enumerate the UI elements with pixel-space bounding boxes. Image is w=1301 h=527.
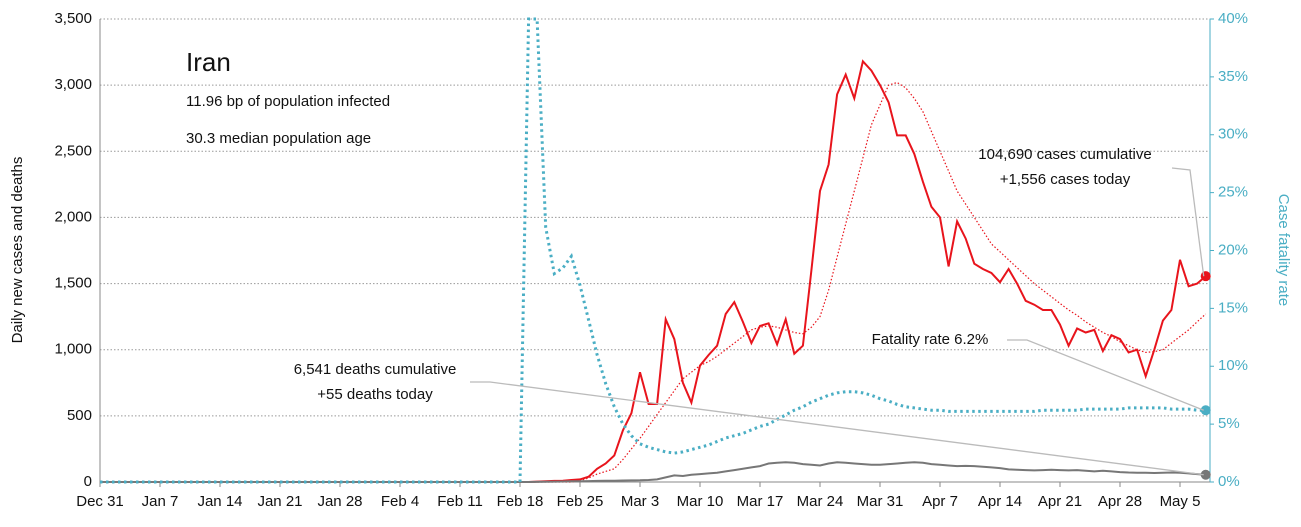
y-axis-label: Daily new cases and deaths: [9, 157, 26, 344]
x-tick-label: Feb 25: [557, 493, 604, 510]
y-tick-label: 3,500: [54, 10, 92, 27]
y2-tick-label: 5%: [1218, 415, 1240, 432]
end-marker: [1200, 469, 1211, 480]
subtitle: 11.96 bp of population infected: [186, 93, 390, 110]
x-tick-label: Dec 31: [76, 493, 124, 510]
y2-axis-label: Case fatality rate: [1275, 194, 1292, 307]
annotation: +1,556 cases today: [1000, 171, 1131, 188]
annotation: +55 deaths today: [317, 386, 433, 403]
y-tick-label: 2,500: [54, 142, 92, 159]
series-line: [100, 81, 1207, 483]
x-tick-label: Apr 14: [978, 493, 1022, 510]
y-tick-label: 2,000: [54, 208, 92, 225]
y2-tick-label: 0%: [1218, 473, 1240, 490]
x-tick-label: Jan 28: [317, 493, 362, 510]
x-tick-label: Mar 3: [621, 493, 659, 510]
y2-tick-label: 10%: [1218, 357, 1248, 374]
x-tick-label: Jan 14: [197, 493, 242, 510]
x-tick-label: Jan 7: [142, 493, 179, 510]
y-tick-label: 3,000: [54, 76, 92, 93]
y2-tick-label: 15%: [1218, 299, 1248, 316]
x-tick-label: Jan 21: [257, 493, 302, 510]
x-tick-label: Apr 21: [1038, 493, 1082, 510]
series-line: [100, 59, 1207, 483]
x-tick-label: Feb 18: [497, 493, 544, 510]
x-tick-label: Feb 11: [437, 493, 483, 510]
y2-tick-label: 40%: [1218, 10, 1248, 27]
y-tick-label: 500: [67, 407, 92, 424]
x-tick-label: Apr 7: [922, 493, 958, 510]
y2-tick-label: 25%: [1218, 184, 1248, 201]
y-tick-label: 1,000: [54, 341, 92, 358]
x-tick-label: Feb 4: [381, 493, 419, 510]
annotation: 104,690 cases cumulative: [978, 146, 1151, 163]
chart-title: Iran: [186, 47, 231, 77]
leader-line: [470, 381, 1204, 476]
x-tick-label: Mar 10: [677, 493, 724, 510]
y2-tick-label: 30%: [1218, 126, 1248, 143]
annotation: 6,541 deaths cumulative: [294, 361, 457, 378]
leader-line: [1171, 167, 1205, 277]
subtitle: 30.3 median population age: [186, 130, 371, 147]
y-tick-label: 0: [84, 473, 92, 490]
y2-tick-label: 20%: [1218, 241, 1248, 258]
x-tick-label: Apr 28: [1098, 493, 1142, 510]
y-tick-label: 1,500: [54, 275, 92, 292]
y2-tick-label: 35%: [1218, 68, 1248, 85]
x-tick-label: Mar 24: [797, 493, 844, 510]
x-tick-label: May 5: [1160, 493, 1201, 510]
leader-line: [1007, 339, 1204, 411]
x-tick-label: Mar 31: [857, 493, 904, 510]
series-line: [100, 17, 1206, 484]
annotation: Fatality rate 6.2%: [872, 331, 989, 348]
series-line: [100, 461, 1206, 483]
x-tick-label: Mar 17: [737, 493, 784, 510]
end-marker: [1200, 405, 1211, 416]
end-marker: [1200, 271, 1211, 282]
